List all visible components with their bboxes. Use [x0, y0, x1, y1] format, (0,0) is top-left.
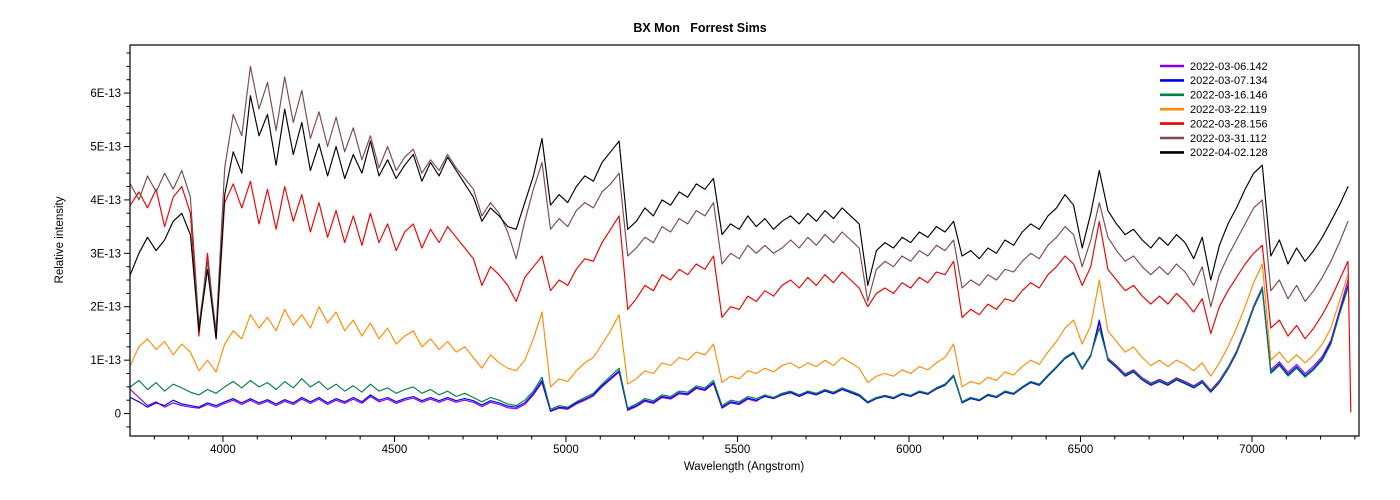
y-tick-label: 1E-13 — [90, 355, 121, 367]
plot-frame — [129, 44, 1360, 437]
legend-label: 2022-03-31.112 — [1190, 133, 1267, 145]
y-tick-label: 0 — [115, 409, 121, 421]
legend-label: 2022-03-22.119 — [1190, 104, 1267, 116]
series-line-2022-03-31.112 — [129, 65, 1349, 332]
x-tick-label: 7000 — [1239, 444, 1265, 456]
legend-label: 2022-04-02.128 — [1190, 147, 1268, 159]
y-axis-ticks: 0 1E-13 2E-13 3E-13 4E-13 5E-13 6E-13 — [90, 52, 130, 428]
y-tick-label: 2E-13 — [90, 302, 121, 314]
series-line-2022-03-22.119 — [129, 263, 1349, 388]
legend: 2022-03-06.142 2022-03-07.134 2022-03-16.1… — [1160, 61, 1268, 159]
legend-label: 2022-03-28.156 — [1190, 118, 1268, 130]
legend-label: 2022-03-07.134 — [1190, 75, 1268, 87]
series-lines — [129, 65, 1352, 413]
y-tick-label: 4E-13 — [90, 195, 121, 207]
y-tick-label: 6E-13 — [90, 88, 121, 100]
x-tick-label: 6500 — [1068, 444, 1094, 456]
x-tick-label: 5000 — [553, 444, 579, 456]
legend-label: 2022-03-16.146 — [1190, 90, 1268, 102]
x-tick-label: 4500 — [382, 444, 408, 456]
x-tick-label: 6000 — [896, 444, 922, 456]
y-tick-label: 3E-13 — [90, 248, 121, 260]
series-line-2022-04-02.128 — [129, 95, 1349, 340]
series-line-2022-03-16.146 — [129, 287, 1349, 410]
series-line-2022-03-28.156 — [129, 180, 1352, 413]
x-tick-label: 5500 — [725, 444, 751, 456]
series-line-2022-03-06.142 — [129, 279, 1349, 412]
y-tick-label: 5E-13 — [90, 141, 121, 153]
chart-title: BX Mon Forrest Sims — [633, 21, 766, 35]
x-axis-ticks: 4000 4500 5000 5500 6000 6500 7000 — [153, 436, 1356, 456]
y-axis-label: Relative intensity — [54, 196, 66, 283]
x-axis-label: Wavelength (Angstrom) — [684, 461, 805, 473]
x-tick-label: 4000 — [210, 444, 236, 456]
series-line-2022-03-07.134 — [129, 284, 1349, 412]
legend-label: 2022-03-06.142 — [1190, 61, 1268, 73]
